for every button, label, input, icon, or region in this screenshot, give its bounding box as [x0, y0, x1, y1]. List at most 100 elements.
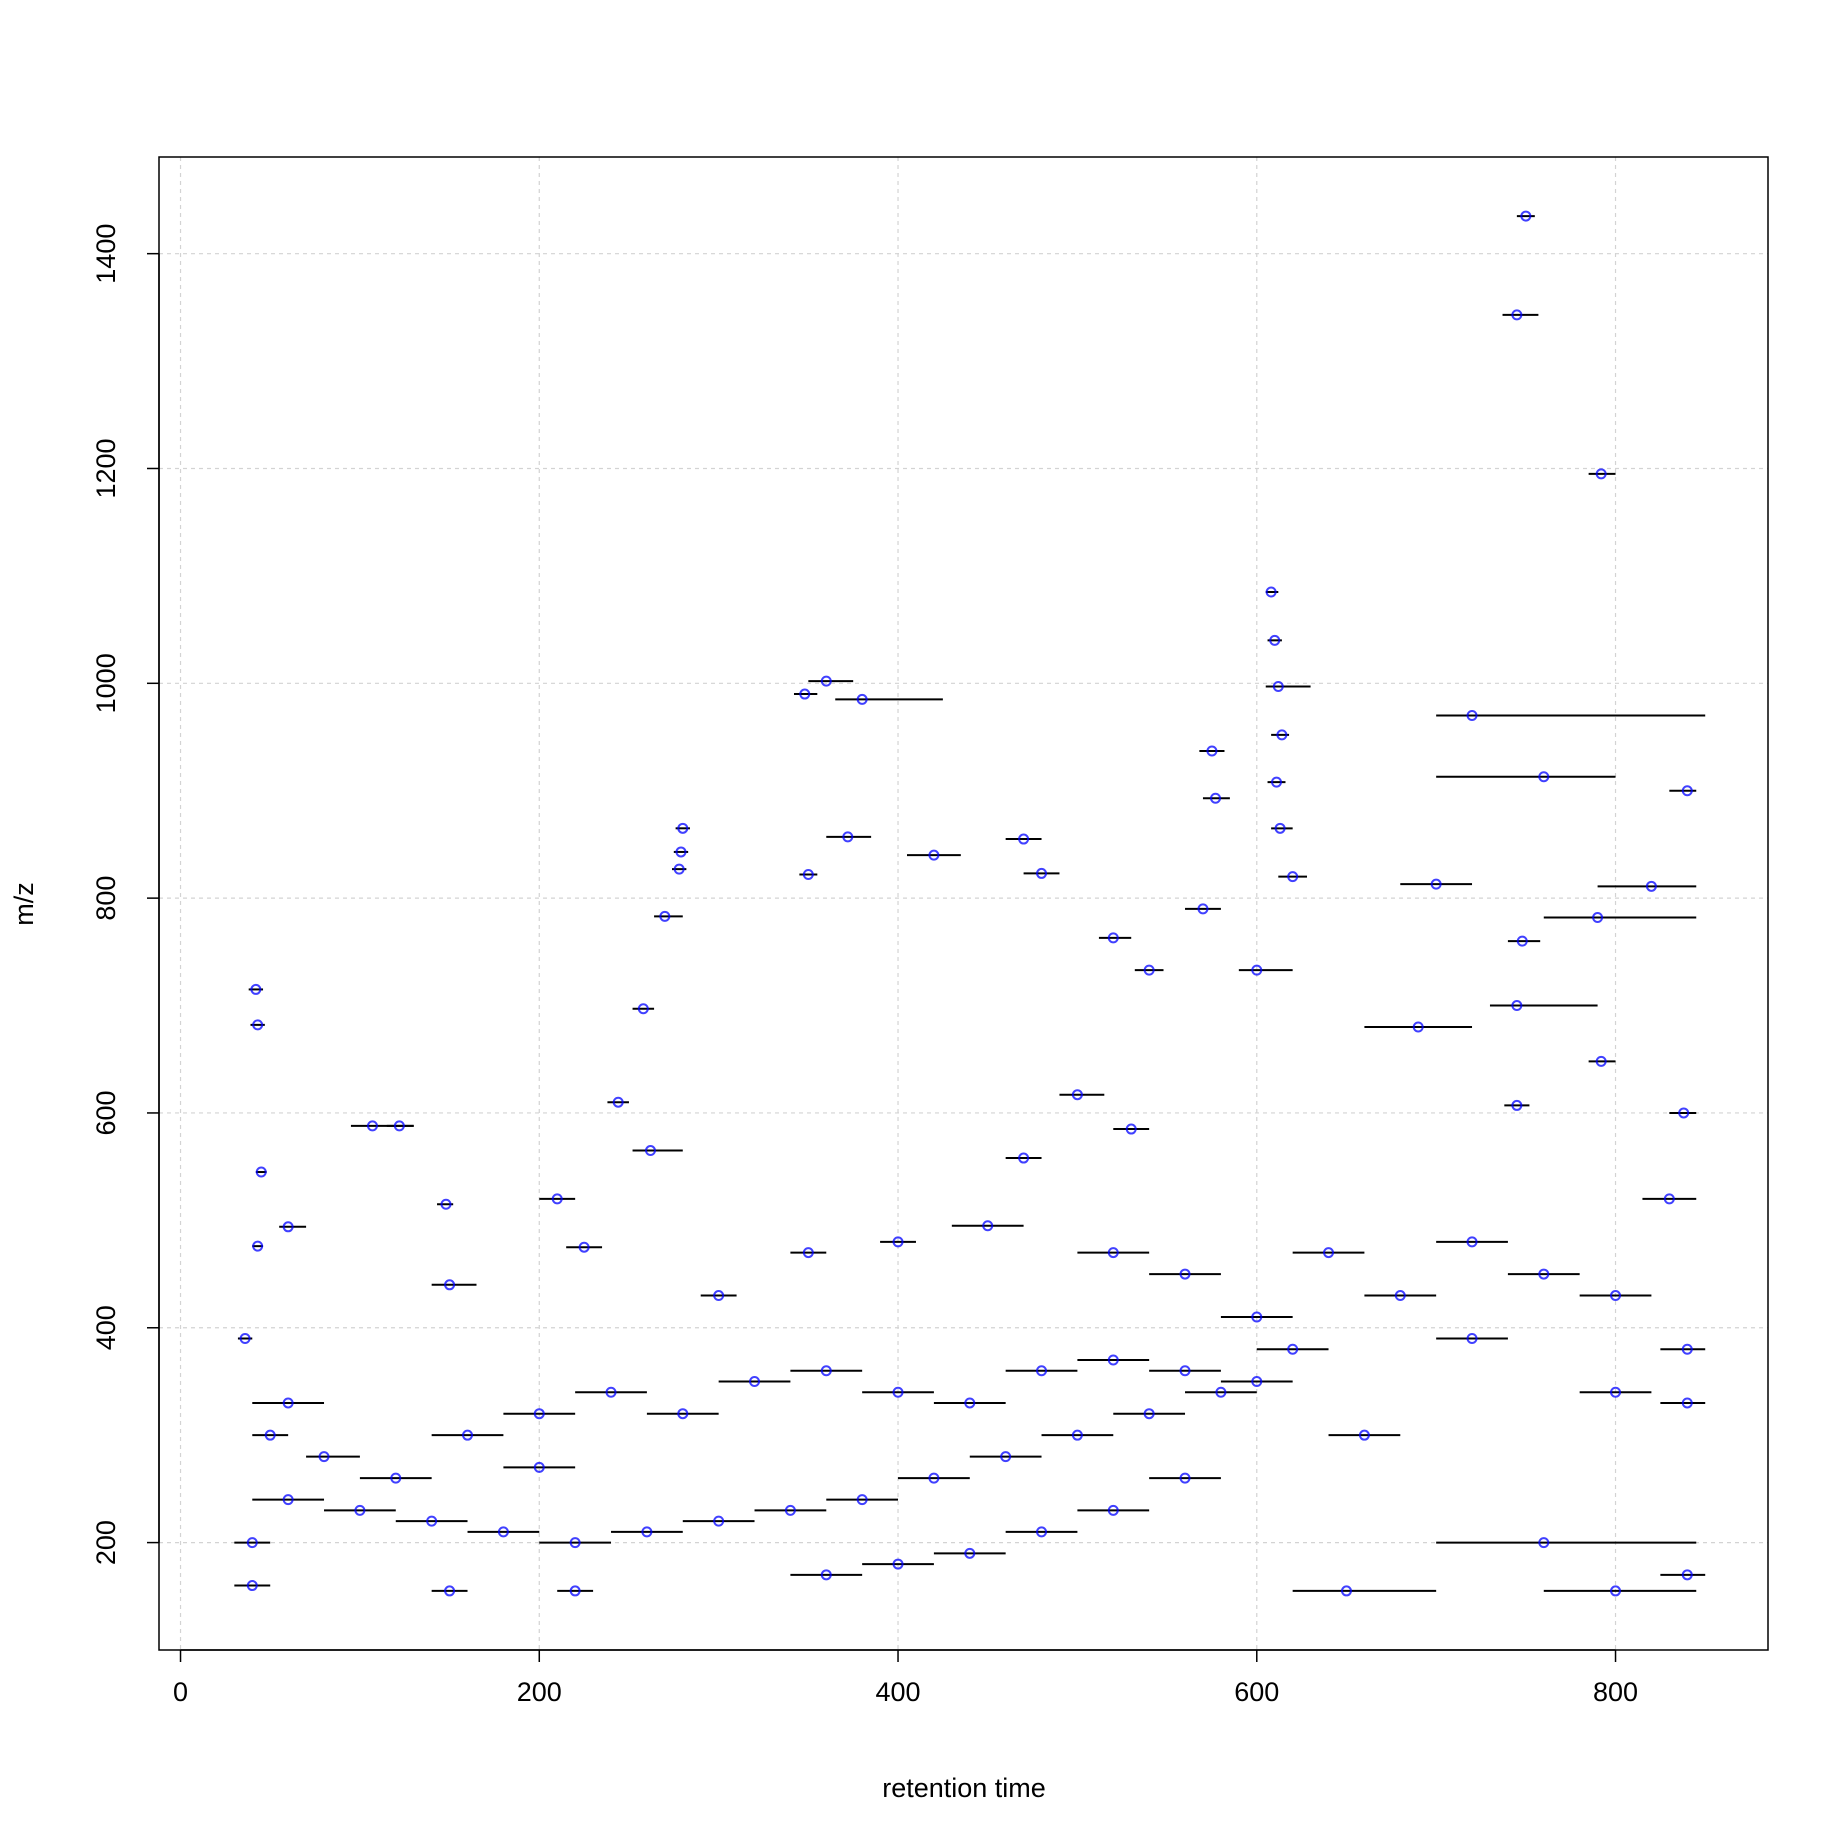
- point: [892, 1558, 904, 1570]
- y-tick-label: 400: [91, 1305, 121, 1350]
- point: [928, 849, 940, 861]
- point: [1520, 210, 1532, 222]
- point: [799, 688, 811, 700]
- point: [1538, 1268, 1550, 1280]
- point: [1143, 1408, 1155, 1420]
- point: [440, 1198, 452, 1210]
- x-axis-label: retention time: [882, 1773, 1046, 1803]
- point: [802, 868, 814, 880]
- point: [1107, 1247, 1119, 1259]
- point: [282, 1397, 294, 1409]
- point: [1678, 1107, 1690, 1119]
- point: [551, 1193, 563, 1205]
- point: [1251, 1311, 1263, 1323]
- point: [1179, 1365, 1191, 1377]
- point: [1511, 309, 1523, 321]
- point: [497, 1526, 509, 1538]
- point: [1466, 1333, 1478, 1345]
- point: [1287, 871, 1299, 883]
- point: [659, 910, 671, 922]
- point: [928, 1472, 940, 1484]
- point: [1036, 1365, 1048, 1377]
- point: [252, 1019, 264, 1031]
- point: [1251, 964, 1263, 976]
- point: [444, 1585, 456, 1597]
- point: [1538, 771, 1550, 783]
- point: [677, 822, 689, 834]
- point: [1107, 1354, 1119, 1366]
- point: [250, 983, 262, 995]
- point: [1538, 1537, 1550, 1549]
- point: [1107, 932, 1119, 944]
- point: [964, 1547, 976, 1559]
- point: [1645, 880, 1657, 892]
- point: [1394, 1290, 1406, 1302]
- point: [713, 1290, 725, 1302]
- point: [1516, 935, 1528, 947]
- y-tick-label: 800: [91, 876, 121, 921]
- point: [1511, 1099, 1523, 1111]
- point: [533, 1461, 545, 1473]
- point: [569, 1537, 581, 1549]
- point: [612, 1096, 624, 1108]
- point: [1179, 1268, 1191, 1280]
- point: [1610, 1386, 1622, 1398]
- point: [444, 1279, 456, 1291]
- point: [820, 1365, 832, 1377]
- point: [1681, 1569, 1693, 1581]
- point: [1681, 785, 1693, 797]
- x-tick-label: 0: [173, 1677, 188, 1707]
- point: [390, 1472, 402, 1484]
- point: [366, 1120, 378, 1132]
- x-tick-label: 400: [875, 1677, 920, 1707]
- point: [749, 1375, 761, 1387]
- point: [1210, 792, 1222, 804]
- point: [1358, 1429, 1370, 1441]
- point: [784, 1504, 796, 1516]
- point: [282, 1494, 294, 1506]
- point: [578, 1241, 590, 1253]
- point: [1430, 878, 1442, 890]
- point: [569, 1585, 581, 1597]
- point: [1681, 1343, 1693, 1355]
- point: [1206, 745, 1218, 757]
- point: [1215, 1386, 1227, 1398]
- point: [856, 693, 868, 705]
- point: [892, 1236, 904, 1248]
- point: [820, 675, 832, 687]
- point: [1274, 822, 1286, 834]
- point: [605, 1386, 617, 1398]
- point: [462, 1429, 474, 1441]
- point: [856, 1494, 868, 1506]
- point: [264, 1429, 276, 1441]
- point: [252, 1240, 264, 1252]
- point: [1143, 964, 1155, 976]
- point: [637, 1003, 649, 1015]
- point: [675, 846, 687, 858]
- point: [318, 1451, 330, 1463]
- point: [673, 863, 685, 875]
- point: [677, 1408, 689, 1420]
- point: [641, 1526, 653, 1538]
- point: [1610, 1585, 1622, 1597]
- point: [1287, 1343, 1299, 1355]
- point: [533, 1408, 545, 1420]
- point: [1412, 1021, 1424, 1033]
- point: [820, 1569, 832, 1581]
- point: [246, 1537, 258, 1549]
- point: [1681, 1397, 1693, 1409]
- point: [1071, 1429, 1083, 1441]
- y-tick-label: 600: [91, 1090, 121, 1135]
- point: [1018, 1152, 1030, 1164]
- point: [1271, 776, 1283, 788]
- point: [1663, 1193, 1675, 1205]
- x-tick-label: 800: [1593, 1677, 1638, 1707]
- point: [1071, 1089, 1083, 1101]
- point: [1595, 468, 1607, 480]
- point: [713, 1515, 725, 1527]
- point: [1000, 1451, 1012, 1463]
- point: [1251, 1375, 1263, 1387]
- point: [1272, 681, 1284, 693]
